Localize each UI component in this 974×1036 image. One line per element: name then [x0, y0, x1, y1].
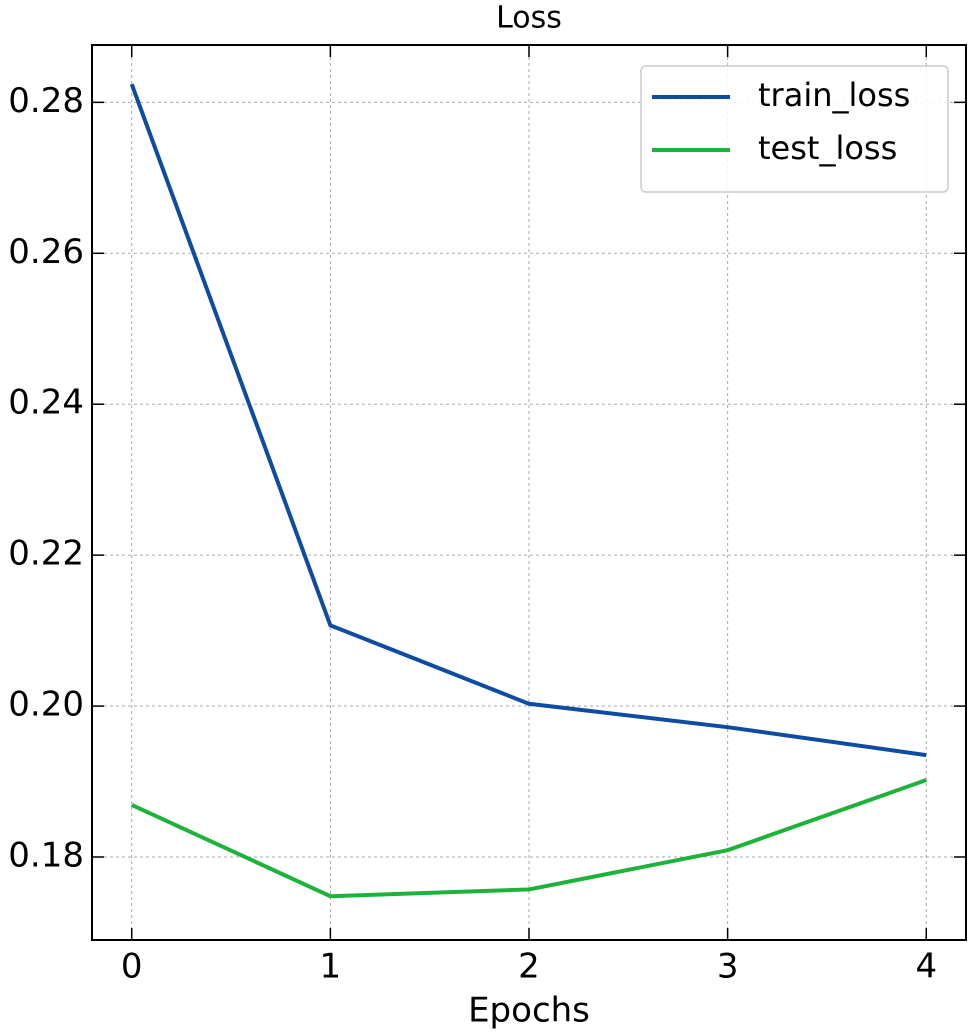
y-tick-label: 0.20 — [8, 685, 84, 725]
plot-frame — [91, 44, 967, 941]
legend-label: test_loss — [758, 129, 897, 167]
x-tick-label: 0 — [121, 947, 143, 987]
legend: train_loss test_loss — [640, 65, 949, 193]
x-tick-label: 4 — [915, 947, 937, 987]
series-line — [129, 83, 927, 758]
chart-title: Loss — [496, 1, 562, 36]
x-tick-label: 1 — [320, 947, 342, 987]
y-tick-label: 0.28 — [8, 81, 84, 121]
legend-label: train_loss — [758, 76, 910, 114]
series-line — [130, 778, 927, 899]
y-tick-label: 0.24 — [8, 383, 84, 423]
x-tick-label: 3 — [717, 947, 739, 987]
y-tick-label: 0.22 — [8, 534, 84, 574]
x-tick-label: 2 — [518, 947, 540, 987]
y-tick-label: 0.18 — [8, 835, 84, 875]
y-tick-label: 0.26 — [8, 232, 84, 272]
x-axis-label: Epochs — [468, 991, 590, 1031]
